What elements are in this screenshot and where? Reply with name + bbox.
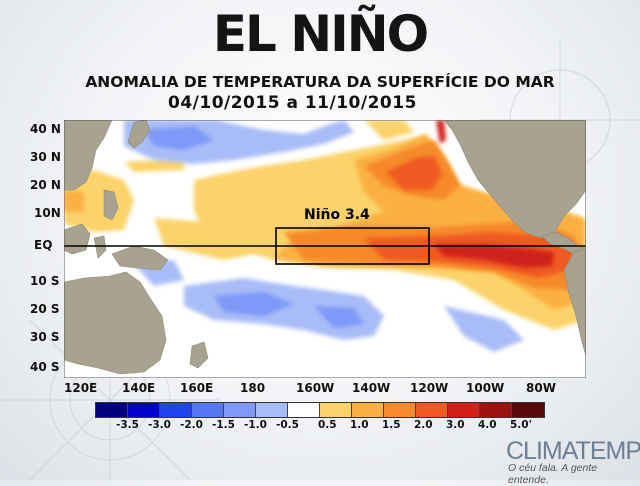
legend-value: 0.5 [318, 419, 337, 431]
sst-anomaly-map: Niño 3.4 [64, 120, 586, 378]
lon-label-100w: 100W [466, 381, 505, 395]
legend-swatch [448, 403, 480, 417]
legend-swatch [416, 403, 448, 417]
page-title: EL NIÑO [212, 5, 429, 63]
lon-label-180: 180 [240, 381, 266, 395]
philippines [103, 189, 119, 221]
north-america [443, 120, 586, 239]
nino34-label: Niño 3.4 [304, 207, 370, 223]
color-scale-legend [95, 402, 545, 418]
date-range: 04/10/2015 a 11/10/2015 [168, 93, 417, 113]
lon-label-160e: 160E [180, 381, 214, 395]
legend-value: -1.5 [212, 419, 235, 431]
lat-label-10n: 10N [34, 206, 61, 220]
legend-swatch [384, 403, 416, 417]
lon-label-80w: 80W [526, 381, 556, 395]
lat-label-10s: 10 S [30, 274, 60, 288]
japan [127, 120, 151, 149]
australia [64, 271, 167, 375]
lat-label-30s: 30 S [30, 330, 60, 344]
legend-swatch [512, 403, 544, 417]
lon-label-160w: 160W [296, 381, 335, 395]
legend-value: -0.5 [276, 419, 299, 431]
legend-swatch [192, 403, 224, 417]
lat-label-20n: 20 N [30, 178, 61, 192]
legend-value: 1.0 [350, 419, 369, 431]
lat-label-40s: 40 S [30, 360, 60, 374]
legend-swatch [352, 403, 384, 417]
legend-value: -1.0 [244, 419, 267, 431]
south-america [563, 247, 586, 357]
asia [64, 120, 113, 191]
new-zealand [189, 341, 209, 369]
lat-label-40n: 40 N [30, 122, 61, 136]
sulawesi [93, 235, 107, 259]
lat-label-30n: 30 N [30, 150, 61, 164]
brand-slogan: O céu fala. A gente entende. [508, 462, 598, 486]
legend-swatch [480, 403, 512, 417]
legend-swatch [320, 403, 352, 417]
legend-swatch [288, 403, 320, 417]
page-subtitle: ANOMALIA DE TEMPERATURA DA SUPERFÍCIE DO… [85, 73, 555, 91]
legend-value: 5.0' [510, 419, 532, 431]
legend-swatch [256, 403, 288, 417]
legend-value: 4.0 [478, 419, 497, 431]
legend-value: 1.5 [382, 419, 401, 431]
land-masses [64, 120, 586, 375]
legend-swatch [160, 403, 192, 417]
legend-value: -2.0 [180, 419, 203, 431]
legend-swatch [224, 403, 256, 417]
legend-value: 3.0 [446, 419, 465, 431]
warm-anomaly-extreme [434, 120, 554, 268]
lon-label-120e: 120E [64, 381, 98, 395]
legend-value: -3.5 [116, 419, 139, 431]
legend-value: 2.0 [414, 419, 433, 431]
lat-label-eq: EQ [34, 238, 53, 252]
lon-label-120w: 120W [410, 381, 449, 395]
lat-label-20s: 20 S [30, 302, 60, 316]
lon-label-140w: 140W [352, 381, 391, 395]
legend-swatch [128, 403, 160, 417]
legend-value: -3.0 [148, 419, 171, 431]
lon-label-140e: 140E [122, 381, 156, 395]
cool-anomaly-medium [144, 126, 364, 328]
legend-swatch [96, 403, 128, 417]
